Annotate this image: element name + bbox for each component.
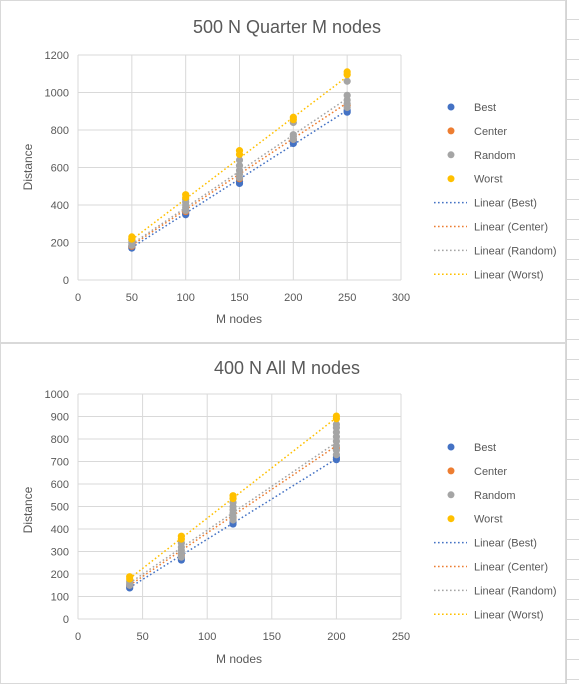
- data-point[interactable]: [177, 532, 185, 540]
- legend-marker: [447, 127, 455, 135]
- worksheet-cell-grid[interactable]: [566, 0, 579, 684]
- y-tick-label: 1200: [45, 50, 69, 62]
- y-tick-label: 900: [51, 412, 69, 424]
- data-point[interactable]: [229, 492, 237, 500]
- y-tick-label: 1000: [45, 88, 69, 100]
- legend: Best Center Random Worst Linear (Best) Linear…: [434, 442, 557, 621]
- y-tick-labels: 0 100 200 300 400 500 600 700 800 900 1000: [45, 389, 69, 626]
- data-point[interactable]: [332, 420, 340, 428]
- legend-label: Worst: [474, 174, 503, 186]
- data-point[interactable]: [289, 131, 297, 139]
- legend-marker: [447, 491, 455, 499]
- x-axis-title: M nodes: [216, 652, 262, 666]
- data-point[interactable]: [343, 77, 351, 85]
- y-tick-label: 1000: [45, 389, 69, 401]
- legend-label: Center: [474, 466, 507, 478]
- data-point[interactable]: [343, 68, 351, 76]
- legend-label: Linear (Center): [474, 562, 548, 574]
- x-tick-label: 50: [126, 292, 138, 304]
- legend-label: Random: [474, 150, 516, 162]
- x-tick-label: 200: [327, 631, 345, 643]
- data-point[interactable]: [235, 156, 244, 164]
- legend-marker: [447, 467, 455, 475]
- y-tick-label: 600: [51, 163, 69, 175]
- data-point[interactable]: [182, 191, 190, 199]
- data-points: [128, 68, 351, 252]
- y-tick-label: 400: [51, 524, 69, 536]
- chart-all-m-nodes[interactable]: 400 N All M nodes M nodes Distance 0 50 10…: [0, 343, 566, 684]
- legend-label: Linear (Worst): [474, 609, 543, 621]
- x-tick-label: 50: [136, 631, 148, 643]
- y-tick-label: 800: [51, 125, 69, 137]
- chart-title: 500 N Quarter M nodes: [193, 17, 381, 37]
- y-tick-label: 400: [51, 200, 69, 212]
- x-tick-label: 0: [75, 631, 81, 643]
- x-tick-label: 250: [392, 631, 410, 643]
- legend-marker: [447, 175, 455, 183]
- y-tick-label: 300: [51, 547, 69, 559]
- legend-label: Linear (Random): [474, 585, 557, 597]
- legend-label: Worst: [474, 514, 503, 526]
- x-tick-label: 100: [198, 631, 216, 643]
- legend-label: Random: [474, 490, 516, 502]
- legend-marker: [447, 103, 455, 111]
- y-tick-label: 200: [51, 569, 69, 581]
- legend-marker: [447, 515, 455, 523]
- legend-marker: [447, 151, 455, 159]
- y-tick-label: 200: [51, 238, 69, 250]
- y-axis-title: Distance: [21, 486, 35, 533]
- legend-label: Linear (Random): [474, 245, 557, 257]
- y-tick-labels: 0 200 400 600 800 1000 1200: [45, 50, 69, 287]
- legend-label: Linear (Best): [474, 198, 537, 210]
- legend-label: Linear (Best): [474, 538, 537, 550]
- chart-quarter-m-nodes[interactable]: 500 N Quarter M nodes M nodes Distance 0…: [0, 0, 566, 343]
- x-tick-labels: 0 50 100 150 200 250 300: [75, 292, 410, 304]
- y-tick-label: 700: [51, 457, 69, 469]
- legend: Best Center Random Worst Linear (Best) Linear…: [434, 102, 557, 281]
- y-axis-title: Distance: [21, 143, 35, 190]
- trendline: [131, 97, 348, 245]
- trendline: [131, 109, 348, 249]
- x-tick-label: 0: [75, 292, 81, 304]
- x-tick-label: 250: [338, 292, 356, 304]
- data-point[interactable]: [128, 233, 136, 241]
- y-tick-label: 0: [63, 614, 69, 626]
- data-point[interactable]: [235, 147, 244, 155]
- data-points: [126, 412, 340, 592]
- legend-label: Linear (Center): [474, 222, 548, 234]
- legend-label: Center: [474, 126, 507, 138]
- data-point[interactable]: [289, 113, 297, 121]
- chart-svg: 400 N All M nodes M nodes Distance 0 50 10…: [21, 358, 557, 666]
- x-tick-label: 150: [230, 292, 248, 304]
- data-point[interactable]: [235, 162, 244, 170]
- legend-label: Linear (Worst): [474, 269, 543, 281]
- trendline: [131, 75, 348, 241]
- x-tick-label: 300: [392, 292, 410, 304]
- data-point[interactable]: [126, 573, 134, 581]
- y-tick-label: 0: [63, 275, 69, 287]
- x-tick-label: 100: [176, 292, 194, 304]
- y-tick-label: 100: [51, 592, 69, 604]
- x-axis-title: M nodes: [216, 312, 262, 326]
- chart-title: 400 N All M nodes: [214, 358, 360, 378]
- x-tick-labels: 0 50 100 150 200 250: [75, 631, 410, 643]
- trendline: [129, 458, 337, 589]
- x-tick-label: 200: [284, 292, 302, 304]
- x-tick-label: 150: [263, 631, 281, 643]
- y-tick-label: 500: [51, 502, 69, 514]
- chart-svg: 500 N Quarter M nodes M nodes Distance 0…: [21, 17, 557, 326]
- legend-label: Best: [474, 442, 496, 454]
- data-point[interactable]: [332, 412, 340, 420]
- y-tick-label: 800: [51, 434, 69, 446]
- data-point[interactable]: [343, 91, 351, 99]
- legend-label: Best: [474, 102, 496, 114]
- y-tick-label: 600: [51, 479, 69, 491]
- legend-marker: [447, 443, 455, 451]
